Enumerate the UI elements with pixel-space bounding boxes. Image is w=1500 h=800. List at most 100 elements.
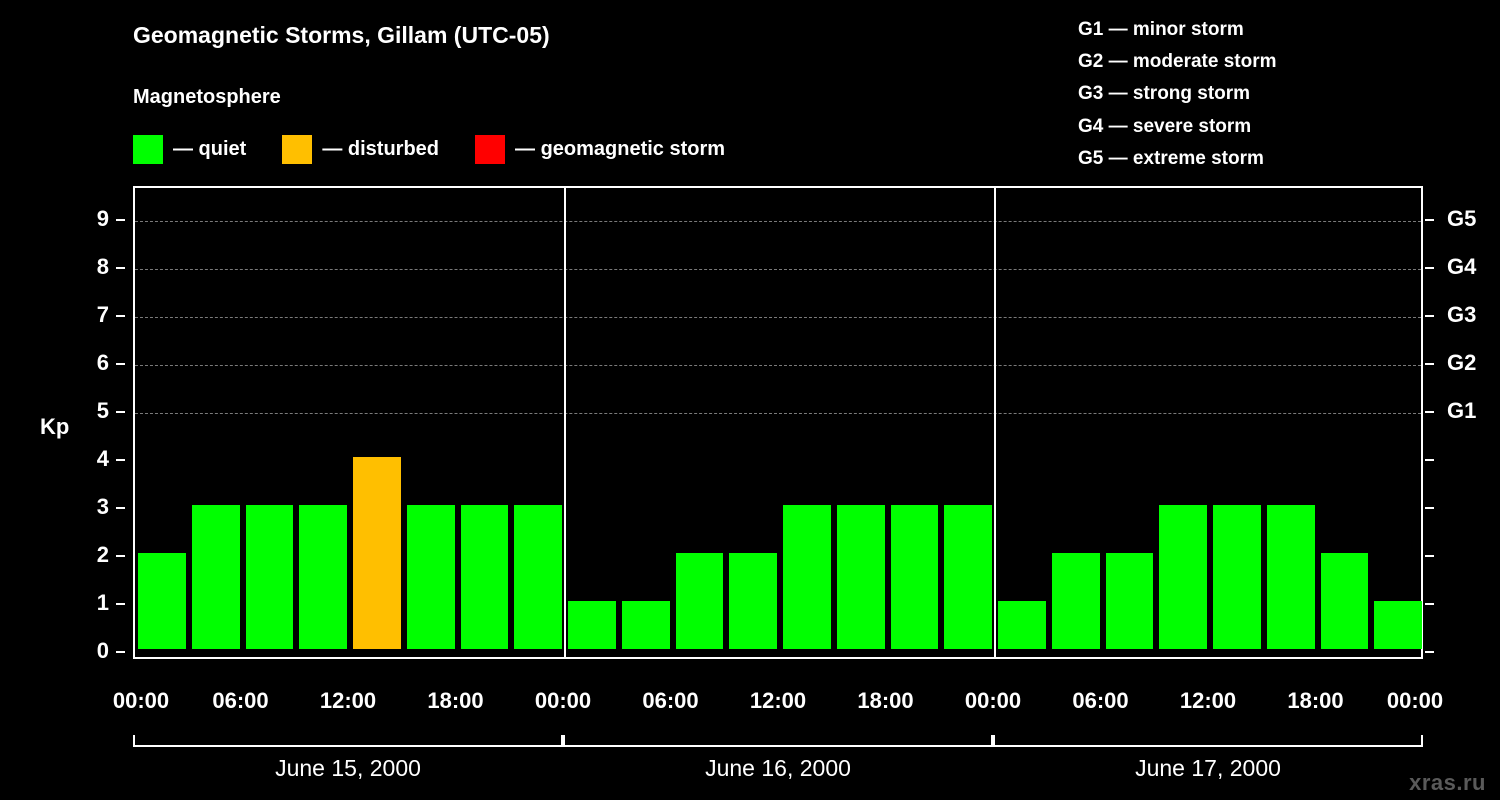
gridline [135, 317, 1421, 319]
y-axis-tick [116, 219, 125, 222]
g-scale-tick-label: G1 [1447, 398, 1477, 424]
y-axis-tick-label: 7 [96, 302, 109, 328]
day-brackets: June 15, 2000 June 16, 2000 June 17, 2000 [0, 735, 1500, 800]
y-axis-tick [116, 315, 125, 318]
x-axis-tick-label: 12:00 [1179, 688, 1237, 713]
x-axis-labels: 00:00 06:00 12:00 18:00 00:00 06:00 12:00 18:00… [0, 688, 1500, 722]
y-axis-tick-label: 0 [96, 638, 109, 663]
x-axis-tick-label: 06:00 [212, 688, 269, 713]
x-axis-tick-label: 06:00 [1072, 688, 1129, 713]
g-scale-tick [1425, 315, 1434, 318]
g-scale-axis-labels: G1 G2 G3 G4 G5 [1425, 186, 1500, 659]
storm-key-line: G5 — extreme storm [1078, 147, 1264, 169]
bar [1213, 505, 1261, 649]
day-separator [564, 188, 566, 657]
g-scale-tick [1425, 363, 1434, 366]
y-axis-tick [116, 459, 125, 462]
legend-label: — geomagnetic storm [515, 137, 726, 160]
y-axis-tick-label: 2 [96, 542, 109, 568]
gridline [135, 269, 1421, 271]
bar [998, 601, 1046, 649]
gridline [135, 365, 1421, 367]
bar [299, 505, 347, 649]
y-axis-tick-label: 9 [96, 206, 109, 232]
bar [191, 505, 240, 649]
bar [783, 505, 831, 649]
legend-item: — quiet [133, 134, 247, 164]
storm-scale-key: G1 — minor storm G2 — moderate storm G3 — … [1078, 14, 1277, 175]
bar [138, 553, 186, 649]
gridline [135, 221, 1421, 223]
storm-key-line: G3 — strong storm [1078, 83, 1251, 105]
quiet-swatch [133, 134, 163, 164]
bar [353, 457, 401, 649]
bar [245, 505, 294, 649]
bar [890, 505, 939, 649]
g-scale-tick [1425, 507, 1434, 510]
y-axis-tick [116, 411, 125, 414]
g-scale-tick [1425, 459, 1434, 462]
x-axis-tick-label: 06:00 [642, 688, 699, 713]
y-axis-tick [116, 603, 125, 606]
storm-key-line: G1 — minor storm [1078, 19, 1244, 40]
day-bracket [993, 735, 1423, 747]
g-scale-tick-label: G5 [1447, 206, 1477, 232]
x-axis-tick-label: 00:00 [964, 688, 1022, 713]
bar [729, 553, 777, 649]
g-scale-tick [1425, 555, 1434, 558]
day-caption: June 17, 2000 [1135, 755, 1281, 781]
bar [1374, 601, 1422, 649]
y-axis-tick [116, 363, 125, 366]
x-axis-tick-label: 12:00 [749, 688, 807, 713]
y-axis-tick-label: 1 [96, 590, 109, 616]
y-axis-tick-label: 4 [96, 446, 109, 472]
legend-label: — disturbed [322, 137, 440, 160]
bar [621, 601, 670, 649]
x-axis-tick-label: 18:00 [427, 688, 484, 713]
storm-key-line: G4 — severe storm [1078, 115, 1252, 137]
g-scale-tick [1425, 219, 1434, 222]
g-scale-tick [1425, 267, 1434, 270]
legend-item: — geomagnetic storm [475, 134, 726, 164]
bar [1159, 505, 1207, 649]
g-scale-tick [1425, 411, 1434, 414]
y-axis-tick-label: 8 [96, 254, 109, 280]
day-separators [135, 188, 1421, 657]
chart-plot-area [133, 186, 1423, 659]
day-bracket [563, 735, 993, 747]
y-axis-tick [116, 651, 125, 653]
bar [1266, 505, 1315, 649]
gridline [135, 413, 1421, 415]
y-axis-tick-label: 6 [96, 350, 109, 376]
bar [568, 601, 616, 649]
g-scale-tick [1425, 603, 1434, 606]
storm-key-line: G2 — moderate storm [1078, 51, 1277, 73]
x-axis-tick-label: 18:00 [857, 688, 914, 713]
watermark: xras.ru [1409, 770, 1486, 795]
bar-series [135, 188, 1422, 657]
bar [836, 505, 885, 649]
day-caption: June 15, 2000 [275, 755, 421, 781]
storm-swatch [475, 134, 506, 164]
bar [406, 505, 455, 649]
y-axis-labels: 0 1 2 3 4 5 6 7 8 9 [0, 186, 125, 663]
x-axis-tick-label: 00:00 [534, 688, 592, 713]
bar [675, 553, 724, 649]
x-axis-tick-label: 00:00 [1386, 688, 1444, 713]
y-axis-tick [116, 555, 125, 558]
day-caption: June 16, 2000 [705, 755, 851, 781]
day-separator [994, 188, 996, 657]
bar [944, 505, 992, 649]
disturbed-swatch [282, 134, 313, 164]
gridlines [135, 188, 1421, 657]
g-scale-tick [1425, 651, 1434, 653]
y-axis-tick [116, 267, 125, 270]
legend-label: — quiet [173, 137, 247, 160]
page-title: Geomagnetic Storms, Gillam (UTC-05) [133, 22, 550, 48]
day-bracket [133, 735, 563, 747]
x-axis-tick-label: 18:00 [1287, 688, 1344, 713]
y-axis-tick-label: 3 [96, 494, 109, 520]
chart-legend: — quiet — disturbed — geomagnetic storm [133, 134, 725, 164]
x-axis-tick-label: 12:00 [319, 688, 377, 713]
g-scale-tick-label: G2 [1447, 350, 1477, 376]
